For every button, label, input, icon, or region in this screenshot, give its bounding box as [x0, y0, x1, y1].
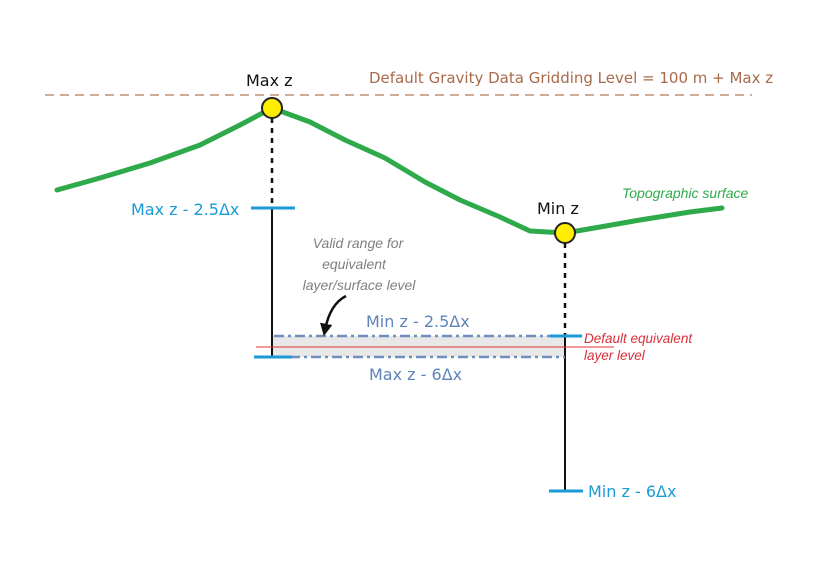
max-z-6-label: Max z - 6Δx: [369, 365, 462, 384]
max-z-point: [261, 97, 283, 119]
topographic-surface-label: Topographic surface: [622, 185, 749, 201]
min-z-25-label: Min z - 2.5Δx: [366, 312, 470, 331]
min-z-point: [554, 222, 576, 244]
topographic-surface: [54, 105, 725, 236]
valid-range-label-line3: layer/surface level: [303, 277, 417, 293]
valid-range-arrow: [320, 294, 347, 337]
gridding-level-label: Default Gravity Data Gridding Level = 10…: [369, 69, 773, 87]
valid-range-label-line2: equivalent: [322, 256, 387, 272]
default-equivalent-label-line2: layer level: [584, 348, 646, 363]
valid-range-label-line1: Valid range for: [313, 235, 405, 251]
max-z-label: Max z: [246, 71, 293, 90]
default-equivalent-label-line1: Default equivalent: [584, 331, 693, 346]
min-z-6-label: Min z - 6Δx: [588, 482, 676, 501]
min-z-label: Min z: [537, 199, 579, 218]
max-z-25-label: Max z - 2.5Δx: [131, 200, 239, 219]
